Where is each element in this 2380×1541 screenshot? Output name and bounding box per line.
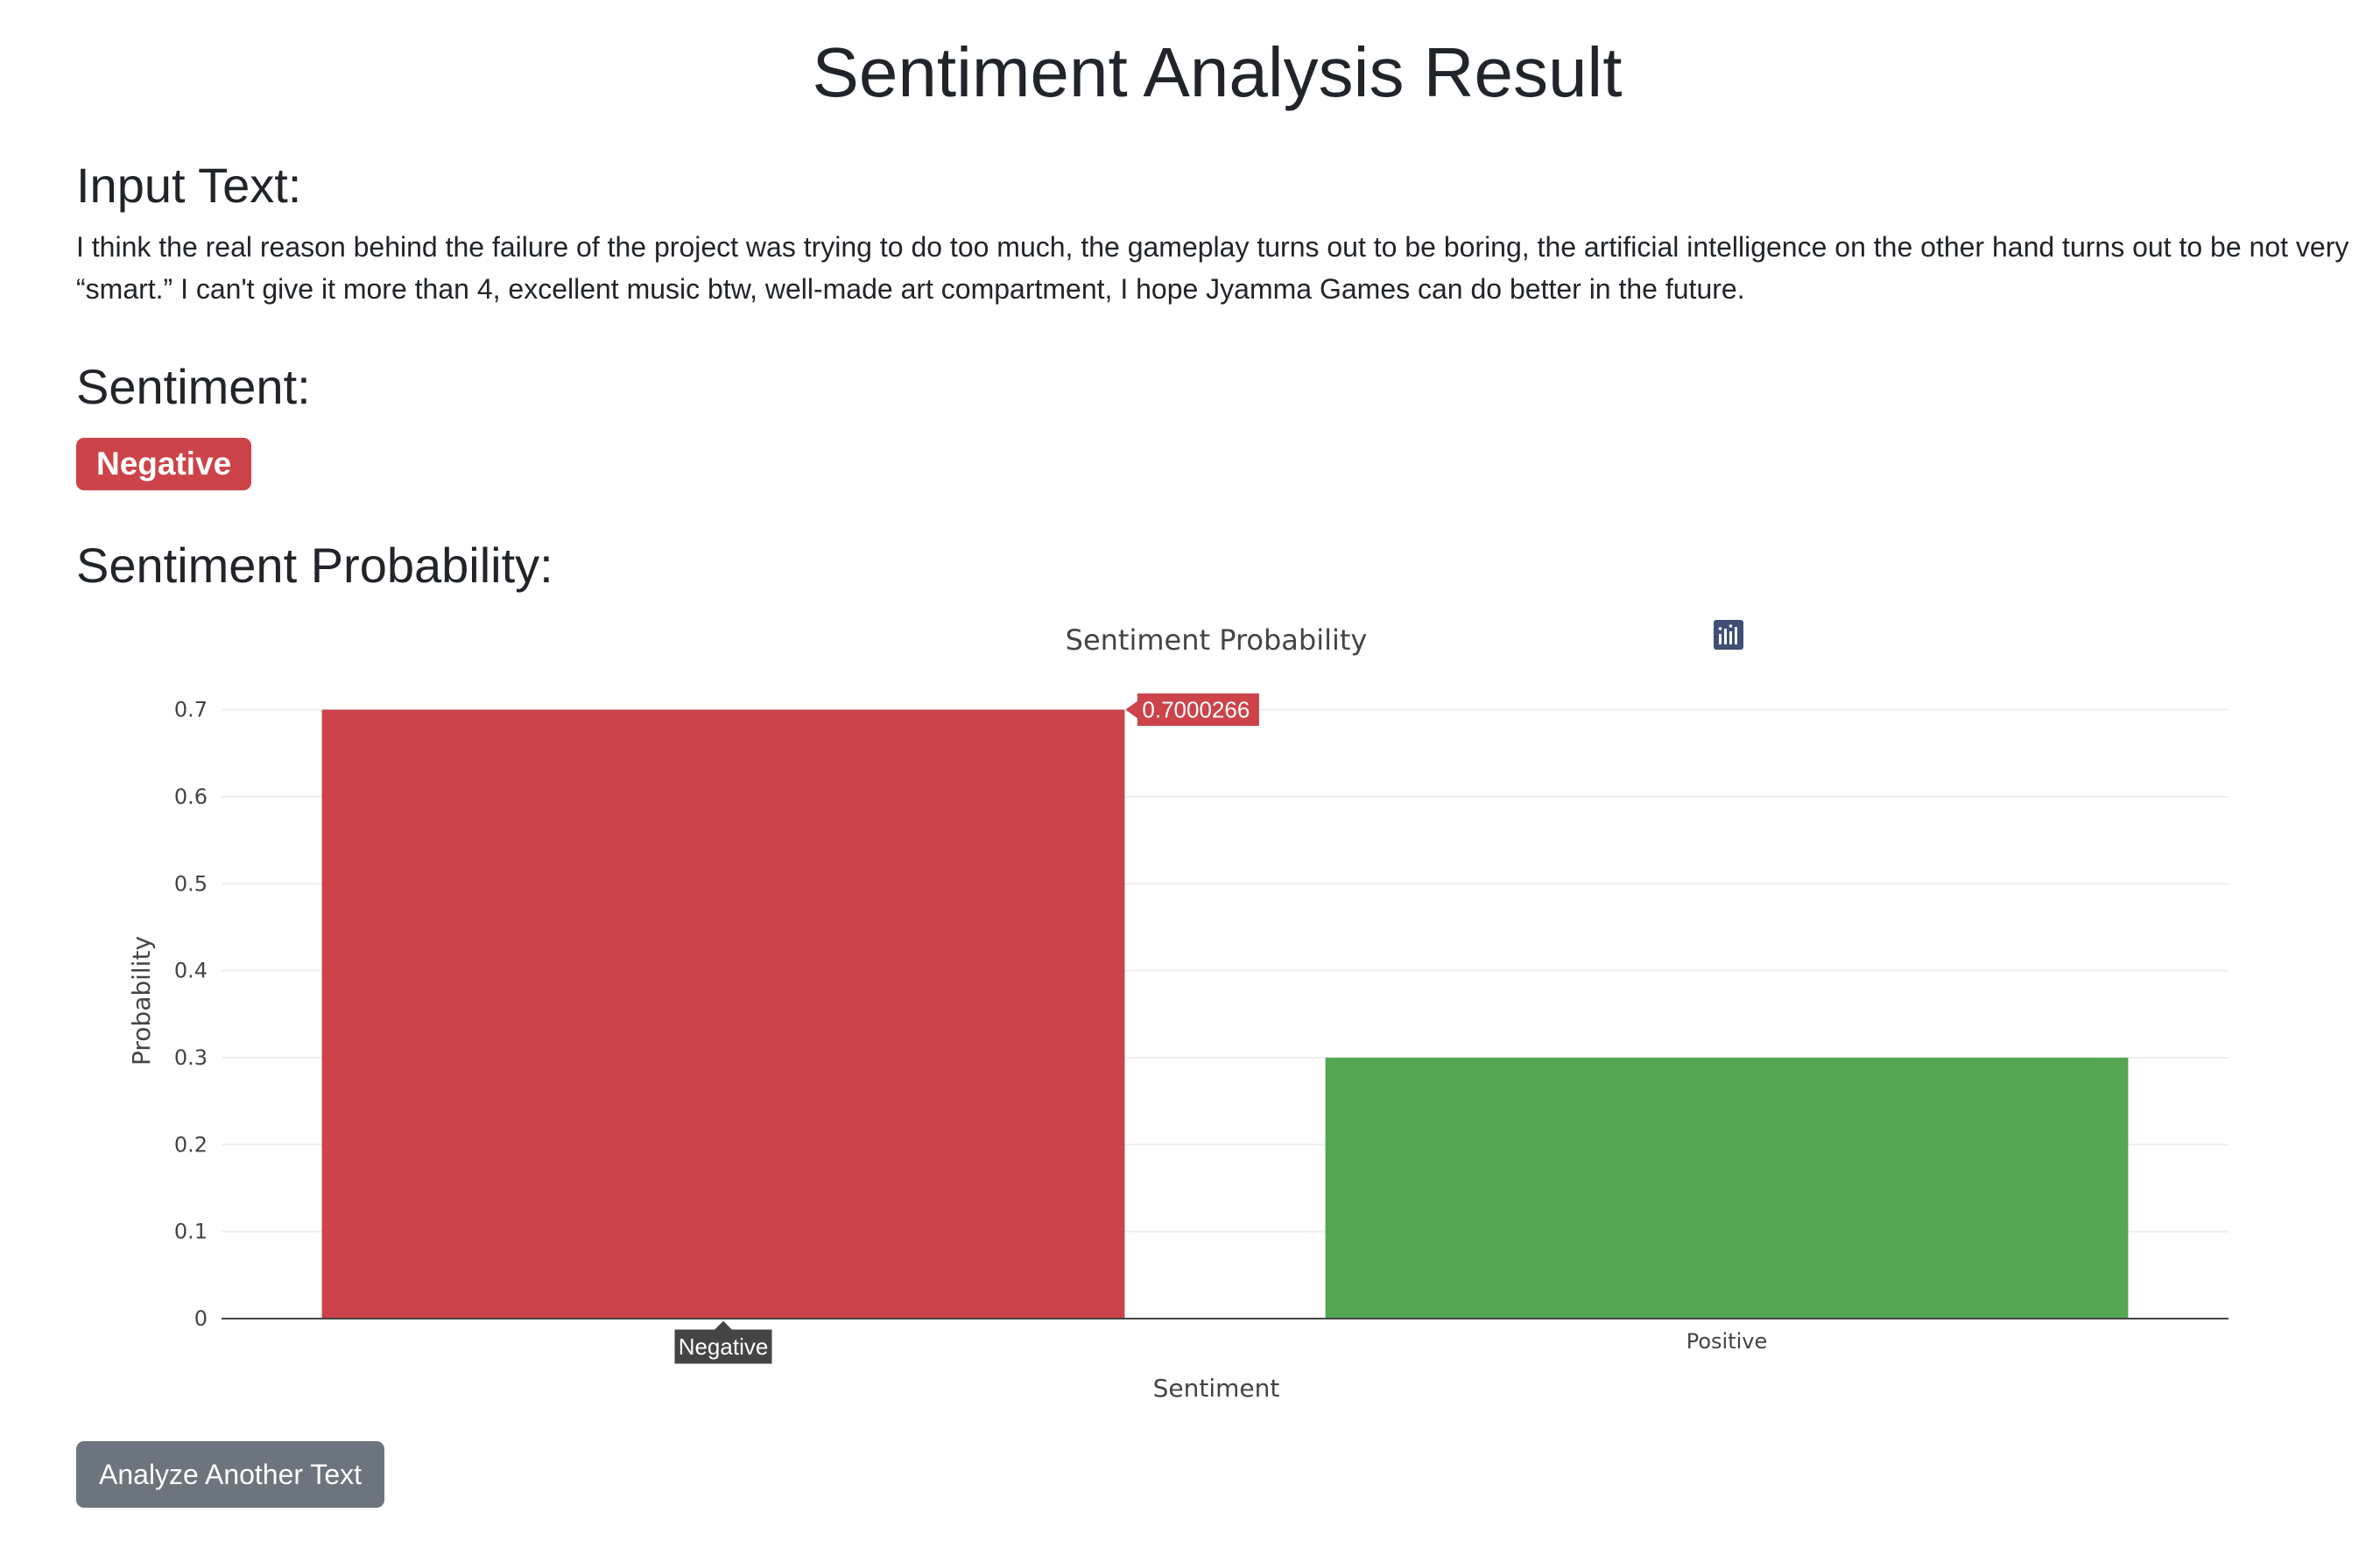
- page-title: Sentiment Analysis Result: [812, 33, 1623, 111]
- box-select-icon[interactable]: [1715, 620, 1901, 657]
- probability-chart[interactable]: Sentiment Probability 0 0.1 0.2 0.3 0.4 0.5 0.…: [76, 602, 2353, 1417]
- x-tick-label: Positive: [1686, 1329, 1768, 1354]
- y-tick-label: 0.6: [174, 785, 208, 809]
- hover-compare-icon[interactable]: [1715, 620, 2290, 657]
- chart-modebar: [1714, 620, 2353, 657]
- hover-value-label: 0.7000266: [1123, 693, 1260, 728]
- analyze-another-button[interactable]: Analyze Another Text: [76, 1441, 385, 1508]
- x-tick-labels: NegativePositive: [676, 1329, 1767, 1354]
- probability-heading: Sentiment Probability:: [76, 538, 553, 593]
- hover-closest-icon[interactable]: [1715, 620, 2246, 657]
- y-tick-label: 0.7: [174, 698, 208, 722]
- y-tick-label: 0.2: [174, 1132, 208, 1157]
- y-tick-labels: 0 0.1 0.2 0.3 0.4 0.5 0.6 0.7: [174, 698, 208, 1331]
- bar-positive[interactable]: [1325, 1057, 2129, 1319]
- sentiment-badge: Negative: [76, 438, 252, 490]
- input-text-heading: Input Text:: [76, 158, 302, 213]
- zoom-in-icon[interactable]: [1715, 620, 2008, 657]
- hover-labels: 0.7000266 Negative: [673, 693, 1260, 1365]
- bar-negative[interactable]: [321, 709, 1125, 1319]
- chart-svg[interactable]: Sentiment Probability 0 0.1 0.2 0.3 0.4 0.5 0.…: [76, 602, 2353, 1417]
- y-axis-title: Probability: [127, 936, 156, 1066]
- pan-icon[interactable]: [1715, 620, 1857, 657]
- y-tick-label: 0: [194, 1306, 208, 1331]
- hover-category-label: Negative: [673, 1319, 773, 1365]
- x-axis-title: Sentiment: [1153, 1374, 1280, 1403]
- zoom-icon[interactable]: [1715, 620, 1813, 657]
- spike-lines-icon[interactable]: [1719, 620, 2202, 657]
- y-tick-label: 0.4: [174, 959, 208, 983]
- reset-axes-icon[interactable]: [1715, 620, 2139, 657]
- y-tick-label: 0.1: [174, 1220, 208, 1244]
- lasso-select-icon[interactable]: [1716, 620, 1945, 657]
- plotly-logo-icon[interactable]: [1714, 620, 2353, 657]
- zoom-out-icon[interactable]: [1715, 620, 2052, 657]
- svg-text:0.7000266: 0.7000266: [1142, 697, 1250, 723]
- autoscale-icon[interactable]: [1715, 620, 2095, 657]
- chart-title: Sentiment Probability: [1066, 623, 1368, 657]
- y-tick-label: 0.5: [174, 871, 208, 896]
- sentiment-heading: Sentiment:: [76, 359, 311, 414]
- y-tick-label: 0.3: [174, 1045, 208, 1070]
- svg-text:Negative: Negative: [679, 1333, 769, 1360]
- bars: [321, 709, 2129, 1319]
- input-text-body: I think the real reason behind the failu…: [76, 231, 2349, 305]
